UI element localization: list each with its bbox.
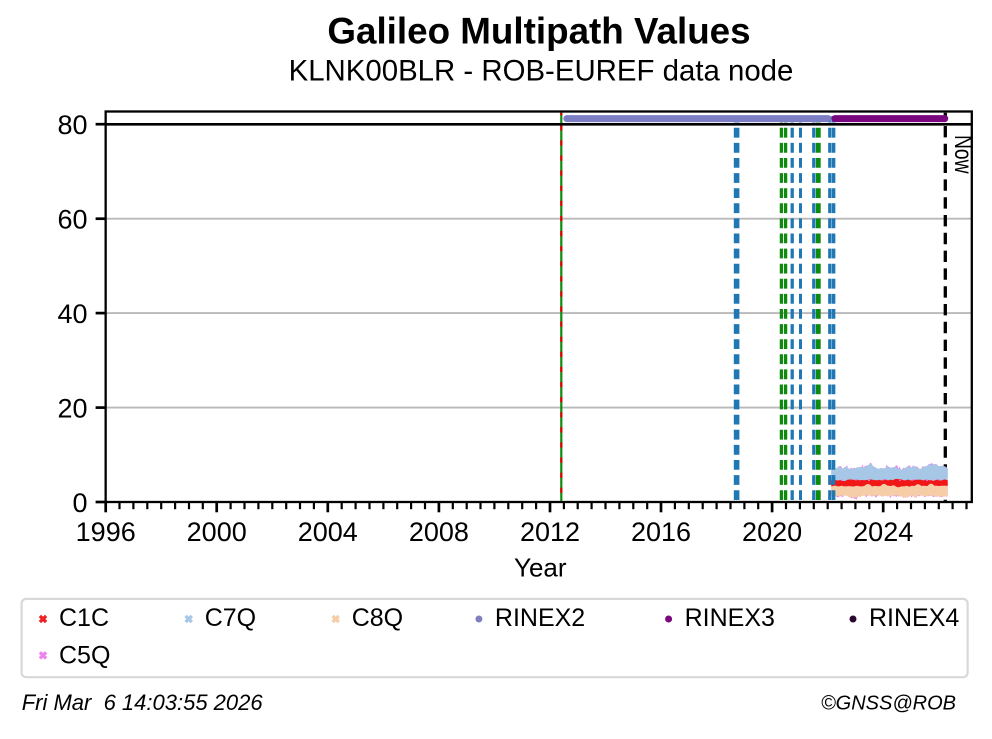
svg-text:80: 80 xyxy=(57,110,87,140)
svg-text:2020: 2020 xyxy=(742,517,802,547)
svg-text:2024: 2024 xyxy=(853,517,913,547)
svg-text:2000: 2000 xyxy=(187,517,247,547)
svg-text:1996: 1996 xyxy=(76,517,136,547)
svg-text:RINEX2: RINEX2 xyxy=(495,604,585,632)
svg-text:2004: 2004 xyxy=(298,517,358,547)
svg-text:20: 20 xyxy=(57,393,87,423)
svg-text:C1C: C1C xyxy=(59,604,109,632)
svg-text:RINEX3: RINEX3 xyxy=(685,604,775,632)
svg-text:©GNSS@ROB: ©GNSS@ROB xyxy=(821,693,956,715)
svg-text:0: 0 xyxy=(72,488,87,518)
svg-text:Now: Now xyxy=(949,135,977,174)
svg-text:KLNK00BLR - ROB-EUREF data nod: KLNK00BLR - ROB-EUREF data node xyxy=(289,55,794,88)
svg-text:C7Q: C7Q xyxy=(205,604,256,632)
svg-text:RINEX4: RINEX4 xyxy=(869,604,959,632)
svg-text:60: 60 xyxy=(57,205,87,235)
svg-text:2012: 2012 xyxy=(520,517,580,547)
svg-text:C8Q: C8Q xyxy=(352,604,403,632)
svg-text:Year: Year xyxy=(514,553,567,583)
svg-text:Fri Mar 6 14:03:55 2026: Fri Mar 6 14:03:55 2026 xyxy=(22,690,264,715)
svg-text:2016: 2016 xyxy=(631,517,691,547)
svg-text:C5Q: C5Q xyxy=(59,642,110,670)
svg-text:40: 40 xyxy=(57,299,87,329)
svg-text:2008: 2008 xyxy=(409,517,469,547)
svg-text:Galileo Multipath Values: Galileo Multipath Values xyxy=(327,11,750,52)
